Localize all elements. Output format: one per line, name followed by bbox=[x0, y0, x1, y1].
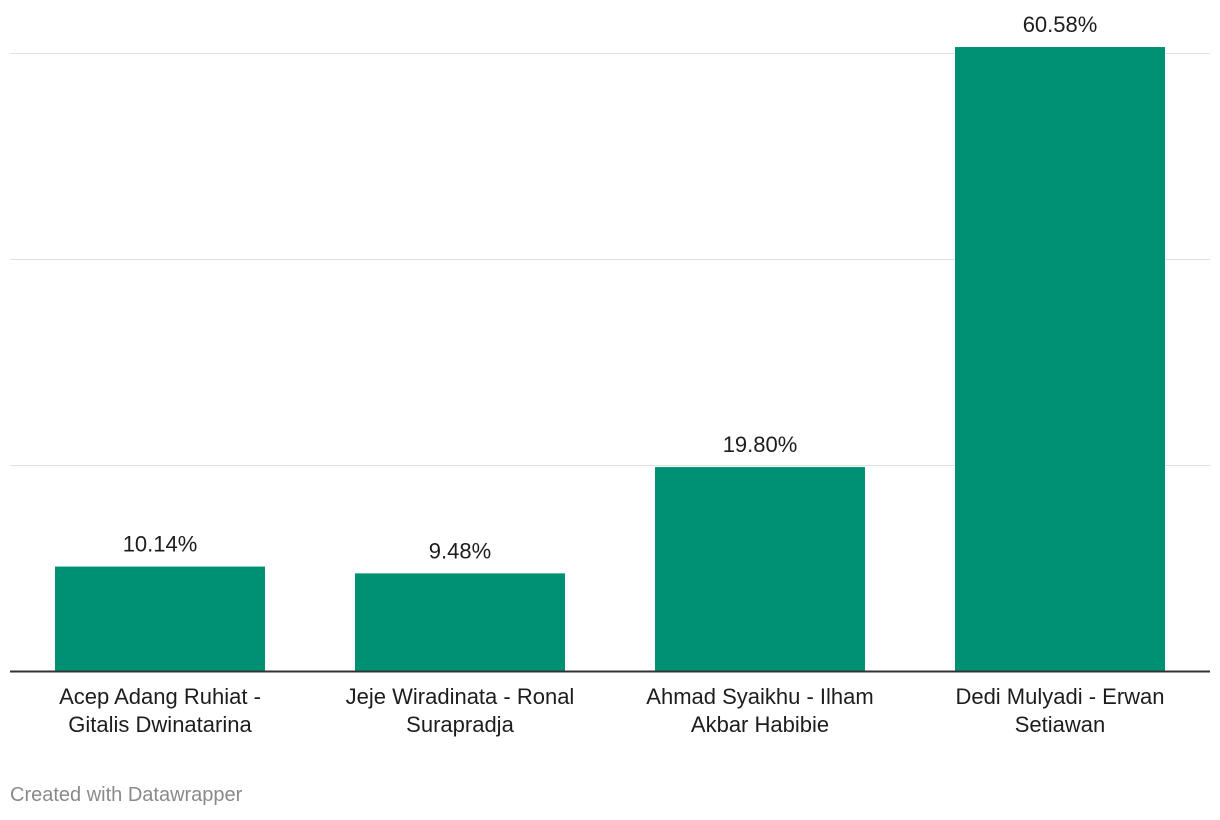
bar-4 bbox=[955, 47, 1165, 671]
category-label-line: Gitalis Dwinatarina bbox=[68, 712, 252, 737]
bars bbox=[55, 47, 1165, 671]
value-label-3: 19.80% bbox=[723, 432, 798, 457]
category-label-4: Dedi Mulyadi - Erwan Setiawan bbox=[955, 684, 1164, 737]
category-label-2: Jeje Wiradinata - Ronal Surapradja bbox=[346, 684, 575, 737]
value-labels: 10.14% 9.48% 19.80% 60.58% bbox=[123, 12, 1098, 563]
category-label-line: Setiawan bbox=[1015, 712, 1106, 737]
bar-3 bbox=[655, 467, 865, 671]
credit-text: Created with Datawrapper bbox=[10, 784, 243, 806]
value-label-2: 9.48% bbox=[429, 538, 491, 563]
bar-1 bbox=[55, 566, 265, 671]
category-label-line: Akbar Habibie bbox=[691, 712, 829, 737]
category-label-line: Dedi Mulyadi - Erwan bbox=[955, 684, 1164, 709]
value-label-4: 60.58% bbox=[1023, 12, 1098, 37]
category-label-line: Ahmad Syaikhu - Ilham bbox=[646, 684, 873, 709]
category-label-3: Ahmad Syaikhu - Ilham Akbar Habibie bbox=[646, 684, 873, 737]
bar-2 bbox=[355, 573, 565, 671]
category-label-line: Jeje Wiradinata - Ronal bbox=[346, 684, 575, 709]
category-labels: Acep Adang Ruhiat - Gitalis Dwinatarina Je… bbox=[59, 684, 1164, 737]
category-label-1: Acep Adang Ruhiat - Gitalis Dwinatarina bbox=[59, 684, 261, 737]
category-label-line: Surapradja bbox=[406, 712, 514, 737]
value-label-1: 10.14% bbox=[123, 532, 198, 557]
category-label-line: Acep Adang Ruhiat - bbox=[59, 684, 261, 709]
